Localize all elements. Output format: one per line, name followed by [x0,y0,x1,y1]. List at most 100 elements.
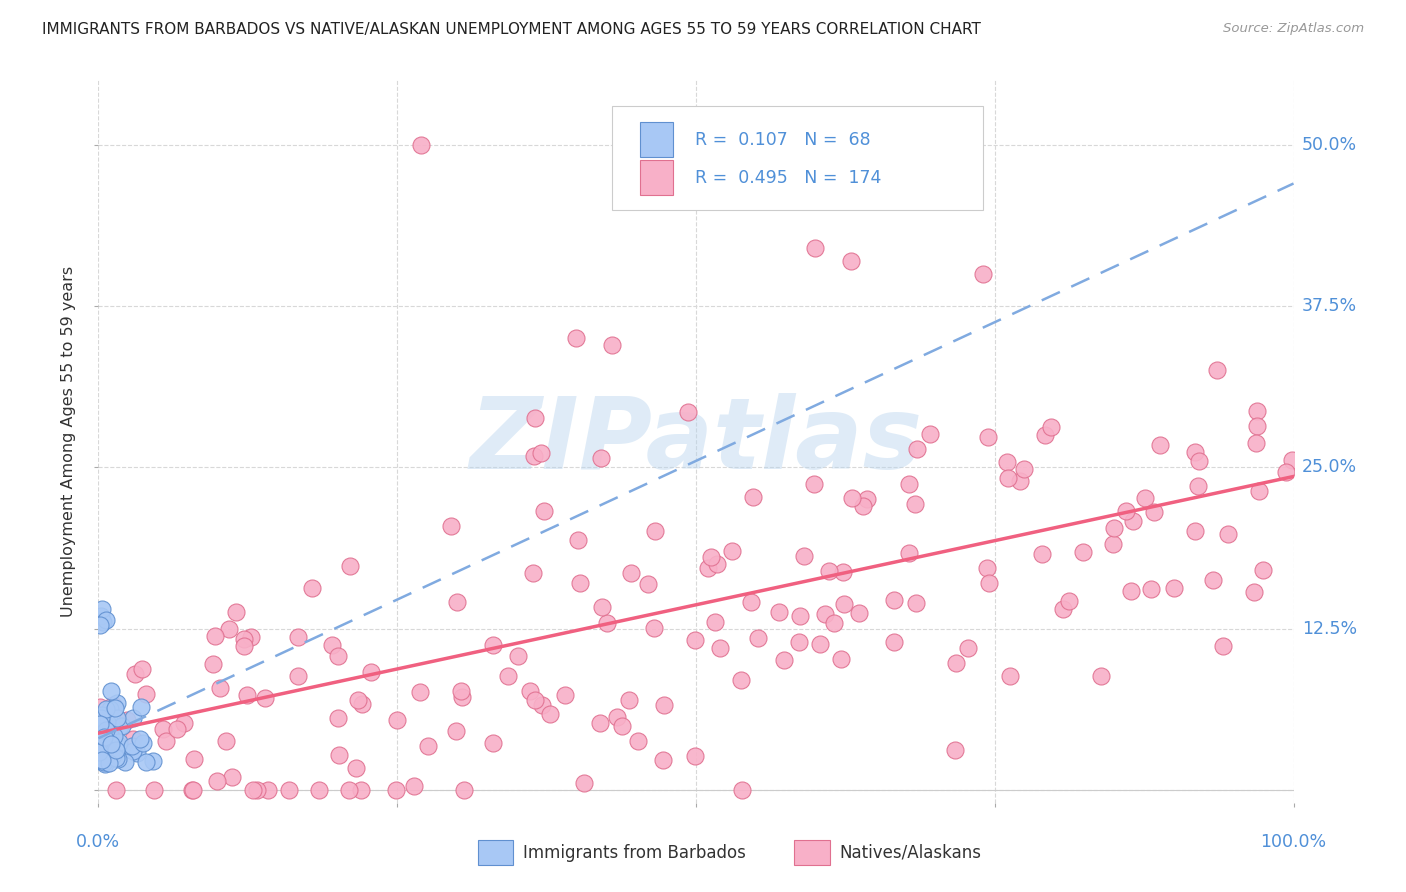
Point [1119,583,1142,598]
Point [89,617,111,632]
Text: 0.0%: 0.0% [76,833,121,851]
Text: ZIPatlas: ZIPatlas [470,393,922,490]
Point [91,615,114,630]
Point [523,411,546,425]
Point [105,783,128,797]
Point [450,683,472,698]
Point [90,608,112,623]
Point [114,755,136,769]
Point [444,724,467,739]
Point [105,751,128,765]
Point [107,752,129,766]
Point [814,607,837,621]
Point [1033,428,1056,442]
Point [451,690,474,704]
Point [97,745,120,759]
Point [979,575,1001,590]
Point [96,750,118,764]
Point [1090,669,1112,683]
Point [321,638,343,652]
Point [232,632,254,646]
Point [612,719,634,733]
Point [301,581,323,595]
Point [350,697,373,711]
Point [683,633,706,648]
Point [132,736,155,750]
Point [108,718,131,732]
Point [620,566,643,580]
Point [1206,363,1229,377]
Point [522,566,544,580]
Point [1163,581,1185,595]
Point [956,640,979,655]
Point [440,519,463,533]
Point [287,630,309,644]
Point [416,739,439,753]
Point [155,733,177,747]
Point [181,783,204,797]
Point [101,698,124,713]
Point [204,629,226,643]
Point [246,783,269,797]
Point [135,755,157,769]
Point [1281,452,1303,467]
Text: R =  0.495   N =  174: R = 0.495 N = 174 [695,169,882,186]
Point [89,727,111,741]
Point [208,681,231,695]
Point [100,684,122,698]
Point [135,687,157,701]
Point [173,716,195,731]
Point [94,739,117,754]
Point [360,665,382,680]
Point [731,783,754,797]
Point [337,783,360,797]
Point [339,559,361,574]
Point [972,267,994,281]
Point [94,741,117,756]
Point [97,735,120,749]
Point [997,471,1019,485]
Point [1246,404,1268,418]
Point [90,711,112,725]
Point [703,615,725,629]
Point [1133,491,1156,506]
Point [98,756,121,771]
Point [804,241,827,255]
Point [103,747,125,762]
Point [350,783,373,797]
Point [98,702,121,716]
Point [446,594,468,608]
Point [643,621,665,635]
Point [98,751,121,765]
Point [121,744,143,758]
Point [215,734,238,748]
Point [91,602,114,616]
Point [644,524,666,538]
Point [101,747,124,762]
Point [93,756,115,770]
Text: Immigrants from Barbados: Immigrants from Barbados [523,844,747,862]
Point [181,783,204,797]
Text: 50.0%: 50.0% [1302,136,1357,153]
Point [823,616,845,631]
Point [1212,639,1234,653]
Point [104,700,127,714]
Text: 37.5%: 37.5% [1302,297,1357,315]
Point [125,747,148,761]
Point [589,451,612,466]
Point [565,331,588,345]
Point [637,577,659,591]
Point [602,338,624,352]
Point [652,698,675,713]
Point [239,630,262,644]
Text: R =  0.107   N =  68: R = 0.107 N = 68 [695,130,870,149]
Point [96,746,118,760]
Y-axis label: Unemployment Among Ages 55 to 59 years: Unemployment Among Ages 55 to 59 years [60,266,76,617]
Point [124,667,146,681]
Text: 100.0%: 100.0% [1260,833,1327,851]
Point [529,446,551,460]
Point [100,751,122,765]
Point [1246,419,1268,434]
Point [152,722,174,736]
Point [1251,564,1274,578]
